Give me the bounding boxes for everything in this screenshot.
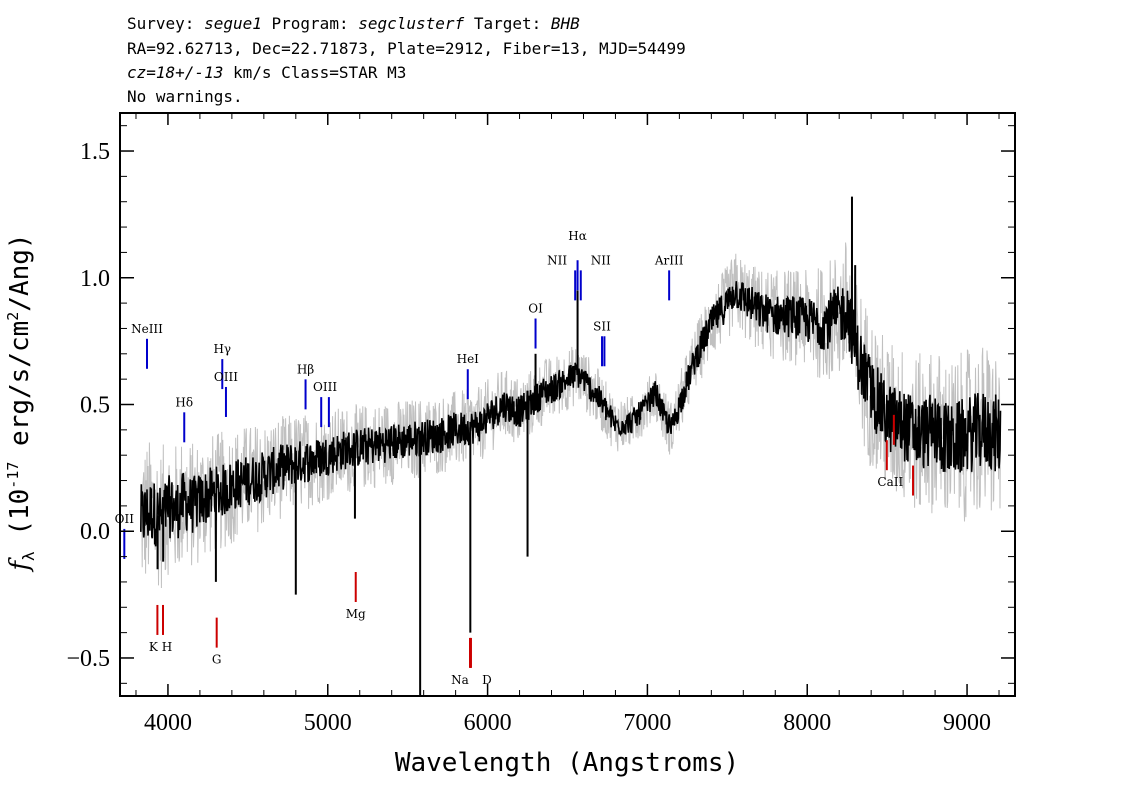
y-tick-label: 0.5: [80, 393, 110, 419]
y-tick-label: 1.0: [80, 266, 110, 292]
line-markers: OIINeIIIHδHγOIIIHβOIIIHeIOINIIHαNIISIIAr…: [115, 229, 915, 687]
line-marker-label: OIII: [313, 380, 337, 394]
line-marker-label: CaII: [877, 475, 903, 489]
line-marker-label: H: [162, 640, 172, 654]
line-marker-label: K: [149, 640, 159, 654]
y-axis-label: fλ (10-17 erg/s/cm2/Ang): [4, 233, 38, 572]
x-tick-label: 4000: [144, 710, 192, 736]
y-tick-label: 1.5: [80, 139, 110, 165]
x-tick-label: 5000: [304, 710, 352, 736]
line-marker-label: HeI: [457, 352, 480, 366]
x-tick-label: 9000: [943, 710, 991, 736]
line-marker-label: NII: [547, 253, 567, 267]
line-marker-label: ArIII: [654, 253, 684, 267]
header-line-2: RA=92.62713, Dec=22.71873, Plate=2912, F…: [127, 39, 686, 58]
flux-series: [140, 196, 1002, 696]
axis-ticks: 4000 5000 6000 7000 8000 9000 −0.5 0.0 0.5 1.0 1.5: [66, 113, 1015, 736]
x-tick-label: 7000: [623, 710, 671, 736]
line-marker-label: Hγ: [213, 342, 231, 356]
line-marker-label: Hβ: [297, 362, 314, 376]
line-marker-label: G: [212, 653, 222, 667]
line-marker-label: Mg: [346, 607, 366, 621]
line-marker-label: D: [482, 673, 492, 687]
header-line-1: Survey: segue1 Program: segclusterf Targ…: [127, 14, 580, 33]
x-axis-label: Wavelength (Angstroms): [395, 748, 739, 778]
line-marker-label: Hδ: [175, 395, 193, 409]
line-marker-label: OII: [115, 512, 135, 526]
header-line-4: No warnings.: [127, 87, 243, 106]
y-tick-label: −0.5: [66, 646, 110, 672]
y-tick-label: 0.0: [80, 519, 110, 545]
line-marker-label: NeIII: [131, 322, 163, 336]
line-marker-label: NII: [591, 253, 611, 267]
line-marker-label: OIII: [214, 370, 238, 384]
line-marker-label: SII: [593, 319, 611, 333]
line-marker-label: Hα: [568, 229, 587, 243]
x-tick-label: 6000: [464, 710, 512, 736]
flux-line: [140, 281, 1002, 547]
header-line-3: cz=18+/-13 km/s Class=STAR M3: [127, 63, 406, 82]
line-marker-label: Na: [451, 673, 469, 687]
x-tick-label: 8000: [783, 710, 831, 736]
line-marker-label: OI: [528, 302, 543, 316]
